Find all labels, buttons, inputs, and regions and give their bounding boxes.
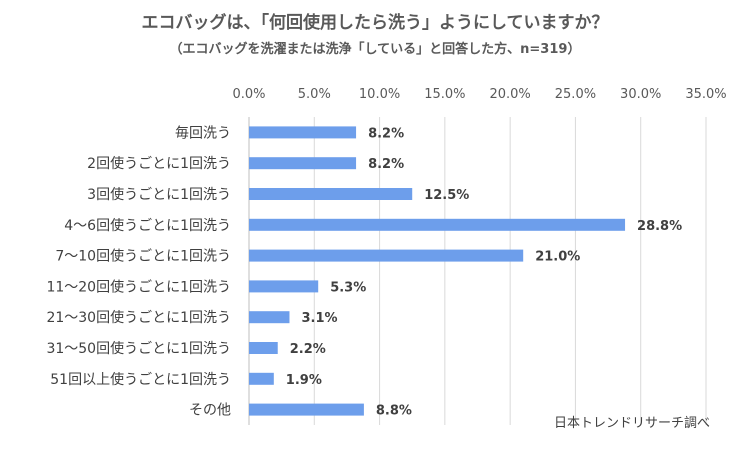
category-label: 31～50回使うごとに1回洗う: [46, 340, 231, 357]
value-label: 3.1%: [301, 311, 337, 326]
x-tick-label: 25.0%: [555, 87, 596, 102]
value-label: 2.2%: [290, 342, 326, 357]
category-label: 毎回洗う: [175, 125, 231, 141]
x-tick-label: 10.0%: [359, 87, 400, 102]
category-labels: 毎回洗う 2回使うごとに1回洗う 3回使うごとに1回洗う 4～6回使うごとに1回洗う 7…: [46, 125, 231, 418]
x-tick-label: 20.0%: [489, 87, 530, 102]
x-tick-label: 15.0%: [424, 87, 465, 102]
bar: [249, 403, 364, 416]
bar: [249, 188, 413, 200]
x-axis-ticks: 0.0% 5.0% 10.0% 15.0% 20.0% 25.0% 30.0% 35.0%: [232, 87, 726, 102]
bar: [249, 249, 524, 262]
x-tick-label: 5.0%: [298, 87, 331, 102]
bar: [249, 157, 357, 170]
value-label: 8.8%: [376, 404, 412, 419]
bar: [249, 280, 319, 293]
category-label: 7～10回使うごとに1回洗う: [55, 248, 231, 265]
category-label: その他: [189, 403, 231, 419]
category-label: 2回使うごとに1回洗う: [87, 155, 231, 172]
category-label: 11～20回使うごとに1回洗う: [46, 278, 231, 295]
x-tick-label: 0.0%: [232, 87, 265, 102]
bars: [249, 126, 626, 416]
x-tick-label: 35.0%: [685, 87, 726, 102]
value-label: 21.0%: [535, 250, 580, 265]
value-label: 12.5%: [424, 188, 469, 203]
value-label: 5.3%: [330, 280, 366, 295]
bar: [249, 126, 357, 139]
bar: [249, 218, 626, 231]
category-label: 21～30回使うごとに1回洗う: [46, 309, 231, 326]
chart-subtitle: （エコバッグを洗濯または洗浄「している」と回答した方、n=319）: [169, 42, 581, 57]
category-label: 4～6回使うごとに1回洗う: [64, 217, 231, 234]
category-label: 51回以上使うごとに1回洗う: [50, 371, 231, 388]
bar: [249, 311, 290, 324]
bar: [249, 342, 278, 354]
x-tick-label: 30.0%: [620, 87, 661, 102]
value-label: 28.8%: [637, 219, 682, 234]
source-note: 日本トレンドリサーチ調べ: [553, 416, 710, 431]
bar: [249, 372, 274, 385]
chart-title: エコバッグは、「何回使用したら洗う」ようにしていますか？: [141, 13, 609, 33]
category-label: 3回使うごとに1回洗う: [87, 186, 231, 203]
value-labels: 8.2% 8.2% 12.5% 28.8% 21.0% 5.3% 3.1% 2.2% 1.9% 8…: [286, 126, 682, 418]
value-label: 8.2%: [368, 126, 404, 141]
value-label: 8.2%: [368, 157, 404, 172]
value-label: 1.9%: [286, 373, 322, 388]
